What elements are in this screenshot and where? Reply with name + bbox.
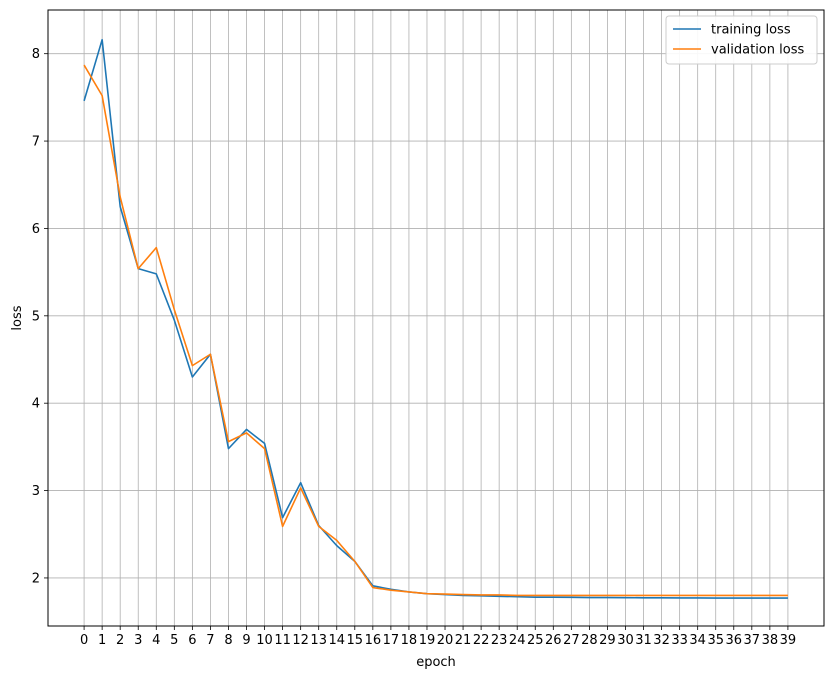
x-tick-label: 15 — [347, 633, 364, 648]
x-tick-label: 27 — [563, 633, 580, 648]
plot-frame — [47, 9, 825, 627]
x-tick-label: 17 — [383, 633, 400, 648]
legend-box — [665, 15, 818, 65]
legend-label-validation-loss: validation loss — [711, 43, 804, 58]
x-tick-label: 34 — [689, 633, 706, 648]
x-tick-label: 30 — [617, 633, 634, 648]
x-tick-label: 12 — [292, 633, 309, 648]
x-tick-label: 7 — [206, 633, 214, 648]
y-axis-label: loss — [10, 305, 25, 330]
x-tick-label: 20 — [437, 633, 454, 648]
axis-ticks: 0 1 2 3 4 5 6 7 8 9 10 11 12 13 14 15 16 17 18 19 20 21 22 23 24… — [32, 47, 796, 648]
x-tick-label: 39 — [780, 633, 797, 648]
x-tick-label: 35 — [707, 633, 724, 648]
x-tick-label: 26 — [545, 633, 562, 648]
x-tick-label: 18 — [401, 633, 418, 648]
legend-label-training-loss: training loss — [711, 23, 791, 38]
x-tick-label: 9 — [242, 633, 250, 648]
x-tick-label: 16 — [365, 633, 382, 648]
x-tick-label: 0 — [80, 633, 88, 648]
x-tick-label: 10 — [256, 633, 273, 648]
y-tick-label: 8 — [32, 47, 40, 62]
x-tick-label: 21 — [455, 633, 472, 648]
x-tick-label: 1 — [98, 633, 106, 648]
x-axis-label: epoch — [416, 655, 456, 670]
y-tick-label: 3 — [32, 484, 40, 499]
x-tick-label: 3 — [134, 633, 142, 648]
x-tick-label: 13 — [310, 633, 327, 648]
y-tick-label: 2 — [32, 571, 40, 586]
x-tick-label: 28 — [581, 633, 598, 648]
x-tick-label: 5 — [170, 633, 178, 648]
series-line-validation-loss — [83, 64, 788, 597]
y-tick-label: 5 — [32, 309, 40, 324]
x-tick-label: 24 — [509, 633, 526, 648]
y-tick-label: 6 — [32, 222, 40, 237]
x-tick-label: 32 — [653, 633, 670, 648]
x-tick-label: 33 — [671, 633, 688, 648]
series-lines — [83, 38, 788, 599]
x-tick-label: 11 — [274, 633, 291, 648]
x-tick-label: 14 — [328, 633, 345, 648]
x-tick-label: 31 — [635, 633, 652, 648]
x-tick-label: 23 — [491, 633, 508, 648]
x-tick-label: 2 — [116, 633, 124, 648]
x-tick-label: 25 — [527, 633, 544, 648]
x-tick-label: 38 — [762, 633, 779, 648]
legend: training loss validation loss — [665, 15, 818, 65]
x-tick-label: 29 — [599, 633, 616, 648]
x-tick-label: 8 — [224, 633, 232, 648]
x-tick-label: 22 — [473, 633, 490, 648]
x-tick-label: 4 — [152, 633, 160, 648]
y-tick-label: 7 — [32, 135, 40, 150]
x-tick-label: 37 — [744, 633, 761, 648]
y-tick-label: 4 — [32, 397, 40, 412]
x-tick-label: 19 — [419, 633, 436, 648]
x-tick-label: 6 — [188, 633, 196, 648]
x-tick-label: 36 — [725, 633, 742, 648]
